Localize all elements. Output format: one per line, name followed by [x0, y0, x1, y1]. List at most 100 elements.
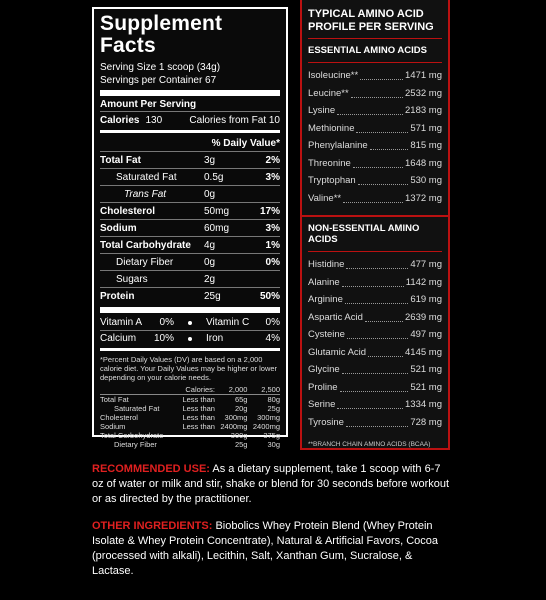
leader-dots — [339, 383, 409, 392]
amino-value: 2532 mg — [405, 87, 442, 99]
leader-dots — [364, 313, 404, 322]
nutrient-left: Trans Fat — [100, 189, 166, 200]
essential-header: ESSENTIAL AMINO ACIDS — [308, 38, 442, 63]
nutrient-name: Saturated Fat — [116, 171, 177, 183]
amino-acid-panel: TYPICAL AMINO ACID PROFILE PER SERVING ES… — [300, 0, 450, 450]
nutrient-dv: 50% — [259, 290, 280, 302]
nutrient-amount: 0g — [204, 188, 216, 200]
amino-value: 619 mg — [410, 294, 442, 306]
leader-dots — [369, 141, 409, 151]
dv-table-row: Saturated Fat Less than 20g 25g — [100, 404, 280, 413]
nutrient-dv: 17% — [259, 205, 280, 217]
servings-per-container: Servings per Container 67 — [100, 75, 217, 86]
dv-table-cell — [176, 440, 215, 449]
amino-value: 728 mg — [410, 416, 442, 428]
amino-title-line1: TYPICAL AMINO ACID — [308, 8, 424, 20]
dv-table-cell: Less than — [182, 413, 215, 422]
amino-name: Methionine — [308, 122, 355, 134]
dv-table-cell: Cholesterol — [100, 413, 138, 422]
dv-table-cell: Saturated Fat — [114, 404, 160, 413]
vitamin-name: Iron — [206, 333, 224, 344]
dv-table-row: Dietary Fiber 25g 30g — [100, 440, 280, 449]
nutrient-name: Sodium — [100, 222, 137, 234]
dv-table-cell: 80g — [267, 395, 280, 404]
amino-row: Histidine 477 mg — [308, 256, 442, 274]
amino-row: Aspartic Acid 2639 mg — [308, 309, 442, 327]
nutrient-amount: 50mg — [204, 205, 230, 217]
leader-dots — [368, 348, 404, 357]
leader-dots — [352, 159, 404, 168]
dv-table-cell: 2400mg — [220, 422, 248, 431]
vitamin-name: Vitamin A — [100, 317, 143, 328]
amino-name: Leucine** — [308, 87, 349, 99]
amino-name: Glycine — [308, 364, 340, 376]
dv-table-cell: Dietary Fiber — [114, 440, 157, 449]
leader-dots — [341, 365, 409, 375]
vitamin-value: 10% — [153, 333, 174, 344]
nutrient-name: Cholesterol — [100, 205, 156, 217]
nutrient-row: Trans Fat 0g — [100, 185, 280, 202]
nutrient-name: Sugars — [116, 273, 148, 285]
amino-name: Histidine — [308, 259, 345, 271]
amino-title: TYPICAL AMINO ACID PROFILE PER SERVING — [308, 8, 442, 34]
nutrient-dv: 1% — [265, 239, 280, 251]
dv-table-cell: Less than — [182, 404, 215, 413]
amino-name: Arginine — [308, 294, 343, 306]
nutrient-name: Total Carbohydrate — [100, 239, 191, 251]
nutrient-dv: 3% — [265, 171, 280, 183]
amino-name: Aspartic Acid — [308, 311, 363, 323]
bullet-dot — [188, 320, 192, 325]
calories-row: Calories 130 Calories from Fat 10 — [100, 111, 280, 128]
nutrient-row: Total Fat 3g 2% — [100, 151, 280, 168]
amount-per-serving: Amount Per Serving — [100, 99, 197, 110]
dv-table-cell: 25g — [267, 404, 280, 413]
supplement-facts-panel: Supplement Facts Serving Size 1 scoop (3… — [92, 7, 288, 449]
nutrient-amount: 60mg — [204, 222, 230, 234]
calories-from-fat: Calories from Fat 10 — [189, 114, 280, 126]
amino-name: Isoleucine** — [308, 70, 359, 82]
amino-value: 1334 mg — [405, 399, 442, 411]
leader-dots — [343, 194, 404, 203]
amino-row: Phenylalanine 815 mg — [308, 137, 442, 155]
dv-table-cell: 2,000 — [228, 385, 248, 394]
vitamin-right: Vitamin C 0% — [206, 317, 280, 328]
amino-value: 521 mg — [410, 381, 442, 393]
amino-value: 2183 mg — [405, 105, 442, 117]
dv-table-row: Sodium Less than 2400mg 2400mg — [100, 422, 280, 431]
nutrient-amount: 3g — [204, 154, 216, 166]
amino-row: Valine** 1372 mg — [308, 190, 442, 208]
vitamin-name: Calcium — [100, 333, 137, 344]
amino-value: 477 mg — [410, 259, 442, 271]
nutrient-name: Trans Fat — [124, 188, 167, 200]
vitamin-right: Iron 4% — [206, 333, 280, 344]
amino-value: 2639 mg — [405, 311, 442, 323]
dv-footnote: *Percent Daily Values (DV) are based on … — [100, 355, 278, 382]
amino-value: 1142 mg — [405, 276, 442, 288]
amino-row: Glutamic Acid 4145 mg — [308, 344, 442, 362]
dv-table-row: Total Fat Less than 65g 80g — [100, 395, 280, 405]
amino-name: Tyrosine — [308, 416, 344, 428]
amino-name: Threonine — [308, 157, 351, 169]
amino-name: Proline — [308, 381, 338, 393]
nutrient-left: Total Fat — [100, 155, 141, 166]
recommended-label: RECOMMENDED USE: — [92, 463, 210, 475]
nutrient-left: Protein — [100, 291, 134, 302]
ingredients-label: OTHER INGREDIENTS: — [92, 520, 213, 532]
recommended-use: RECOMMENDED USE: As a dietary supplement… — [92, 462, 452, 507]
amino-value: 1372 mg — [405, 192, 442, 204]
section-divider — [302, 215, 448, 217]
amino-value: 571 mg — [410, 122, 442, 134]
amino-row: Lysine 2183 mg — [308, 102, 442, 120]
dv-table-cell: 30g — [267, 440, 280, 449]
amino-value: 530 mg — [410, 175, 442, 187]
amino-row: Isoleucine** 1471 mg — [308, 67, 442, 85]
vitamin-left: Calcium 10% — [100, 333, 174, 344]
nutrient-left: Cholesterol — [100, 206, 155, 217]
nutrient-dv: 3% — [265, 222, 280, 234]
divider-thick — [100, 90, 280, 96]
leader-dots — [356, 124, 409, 133]
amino-row: Arginine 619 mg — [308, 291, 442, 309]
nutrient-name: Protein — [100, 290, 135, 302]
calories-label: Calories — [100, 114, 140, 126]
nonessential-list: Histidine 477 mg Alanine 1142 mg Arginine 619… — [308, 252, 442, 431]
